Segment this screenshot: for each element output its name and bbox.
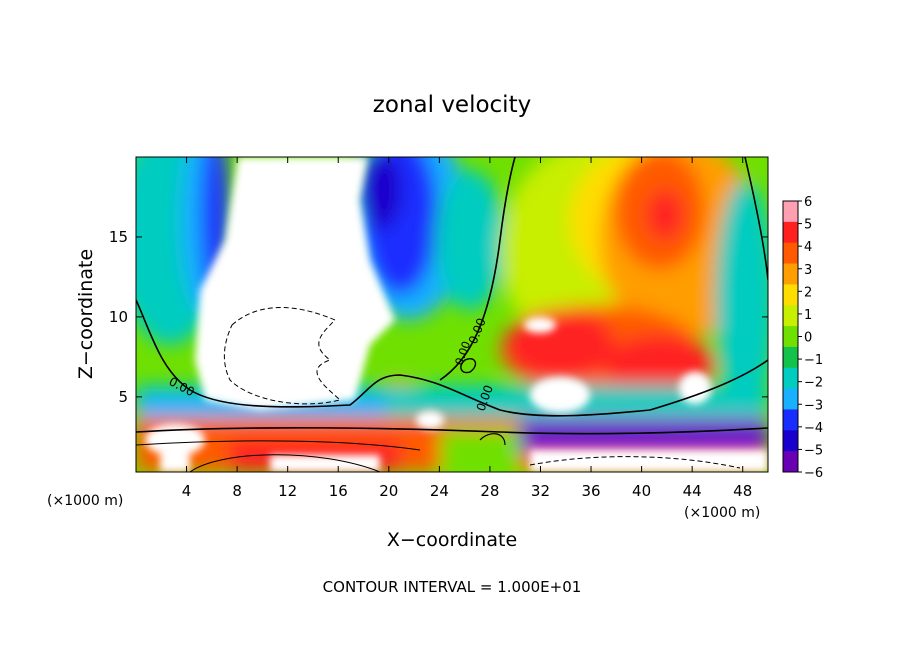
colorbar-tick-label: 5: [804, 218, 812, 233]
x-tick-label: 36: [581, 482, 600, 500]
colorbar-swatch: [783, 221, 798, 244]
colorbar-swatch: [783, 451, 798, 473]
colorbar-swatch: [783, 409, 798, 431]
colorbar-tick-label: 4: [804, 240, 812, 255]
colorbar-swatch: [783, 284, 798, 306]
colorbar-swatch: [783, 388, 798, 410]
contour-lines: [136, 157, 768, 472]
x-tick-label: 32: [531, 482, 550, 500]
colorbar-tick-label: −3: [804, 398, 823, 413]
x-unit-left: (×1000 m): [47, 493, 123, 509]
y-tick-label: 5: [118, 388, 128, 406]
colorbar-swatch: [783, 305, 798, 327]
colorbar-swatch: [783, 326, 798, 348]
plot-frame: [135, 156, 769, 473]
x-tick-label: 20: [379, 482, 398, 500]
x-tick-label: 24: [430, 482, 449, 500]
colorbar-tick-label: −5: [804, 443, 823, 458]
colorbar-tick-label: −2: [804, 376, 823, 391]
x-tick-label: 40: [632, 482, 651, 500]
x-tick-label: 16: [329, 482, 348, 500]
colorbar-swatch: [783, 346, 798, 369]
x-tick-label: 28: [480, 482, 499, 500]
colorbar-swatch: [783, 201, 798, 223]
y-axis-label: Z−coordinate: [75, 249, 97, 379]
y-tick-label: 10: [109, 308, 128, 326]
colorbar-swatch: [783, 263, 798, 285]
colorbar-tick-label: −6: [804, 466, 823, 481]
chart-title: zonal velocity: [373, 92, 531, 118]
colorbar-tick-label: 6: [804, 195, 812, 210]
colorbar-swatch: [783, 367, 798, 390]
colorbar: 6 5 4 3 2 1 0 −1 −2 −3 −4 −5 −6: [782, 195, 823, 481]
x-axis-label: X−coordinate: [387, 529, 517, 551]
colorbar-swatch: [783, 430, 798, 452]
x-tick-label: 44: [683, 482, 702, 500]
colorbar-tick-label: −1: [804, 353, 823, 368]
y-tick-label: 15: [109, 228, 128, 246]
x-tick-label: 8: [232, 482, 242, 500]
colorbar-tick-label: 1: [804, 308, 812, 323]
x-tick-label: 48: [733, 482, 752, 500]
colorbar-tick-label: 0: [804, 331, 812, 346]
colorbar-tick-label: −4: [804, 421, 823, 436]
contour-interval-note: CONTOUR INTERVAL = 1.000E+01: [323, 578, 582, 596]
colorbar-tick-label: 3: [804, 263, 812, 278]
heatmap-field: 0.00 0.00 0.00 0.00: [136, 157, 768, 472]
y-axis: 5 10 15: [109, 228, 768, 406]
x-tick-label: 4: [182, 482, 192, 500]
colorbar-tick-label: 2: [804, 285, 812, 300]
x-axis: 4 8 12 16 20 24 28 32 36 40 44 48: [182, 157, 752, 500]
x-tick-label: 12: [278, 482, 297, 500]
x-unit-right: (×1000 m): [684, 505, 760, 521]
colorbar-swatch: [783, 242, 798, 265]
